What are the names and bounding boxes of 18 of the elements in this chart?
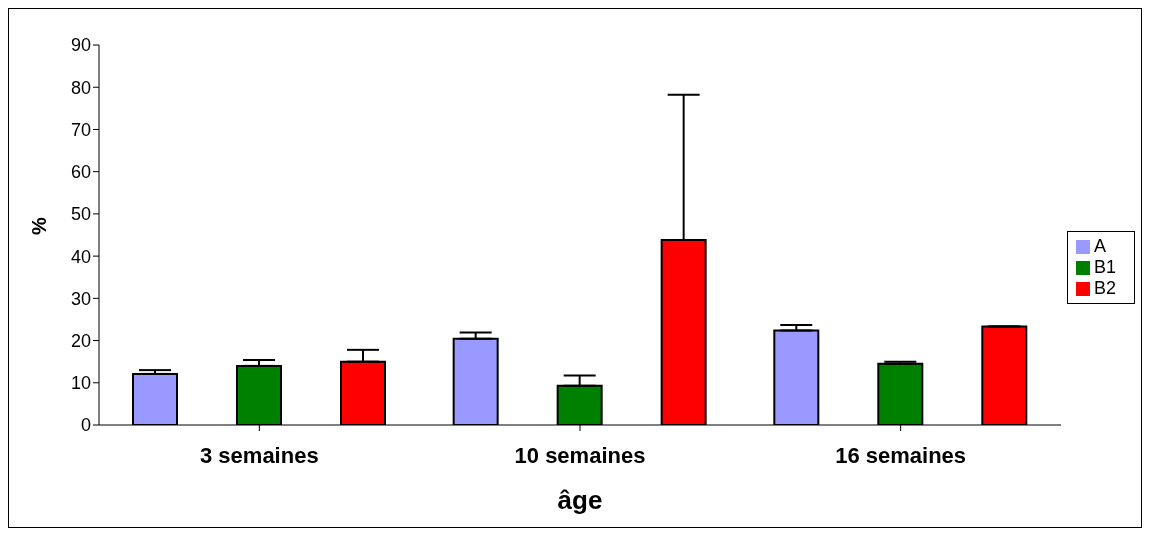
y-tick-label: 70 bbox=[70, 119, 91, 140]
y-axis-title: % bbox=[28, 217, 51, 235]
y-tick-label: 30 bbox=[70, 288, 91, 309]
legend-label: B1 bbox=[1093, 256, 1116, 277]
x-axis-title: âge bbox=[557, 485, 603, 515]
y-tick-label: 60 bbox=[70, 162, 91, 183]
x-tick-label: 16 semaines bbox=[835, 442, 967, 468]
x-tick-label: 10 semaines bbox=[514, 442, 646, 468]
y-tick-label: 50 bbox=[70, 204, 91, 225]
y-tick-label: 80 bbox=[70, 77, 91, 98]
legend-label: B2 bbox=[1093, 277, 1116, 298]
y-tick-label: 0 bbox=[80, 415, 91, 436]
y-tick-label: 40 bbox=[70, 246, 91, 267]
y-tick-label: 20 bbox=[70, 330, 91, 351]
x-tick-label: 3 semaines bbox=[200, 442, 319, 468]
legend-label: A bbox=[1093, 235, 1106, 256]
y-tick-label: 10 bbox=[70, 373, 91, 394]
y-tick-label: 90 bbox=[70, 35, 91, 56]
